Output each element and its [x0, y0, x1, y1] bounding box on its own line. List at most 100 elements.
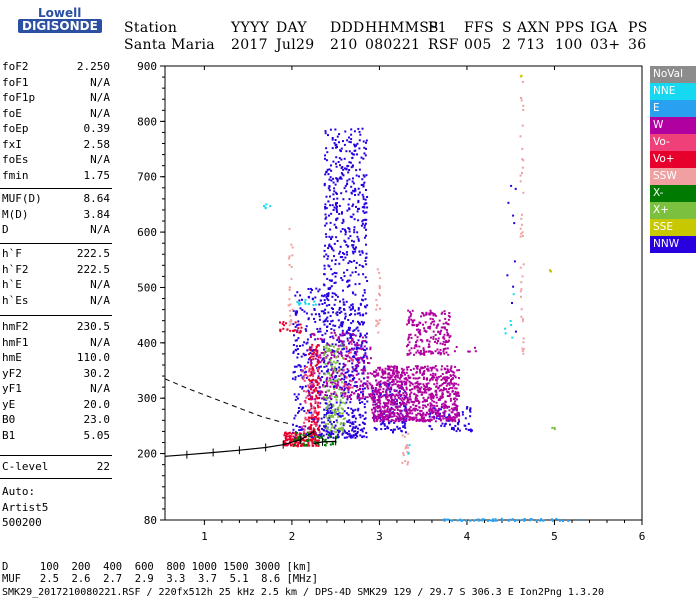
echo-point	[297, 445, 299, 448]
echo-point	[330, 423, 333, 426]
echo-point	[357, 396, 360, 399]
echo-point	[439, 415, 442, 418]
echo-point	[377, 381, 380, 384]
echo-point	[294, 438, 297, 441]
echo-point	[405, 381, 408, 383]
echo-point	[346, 337, 349, 340]
echo-point	[358, 161, 361, 164]
echo-point	[550, 270, 552, 273]
echo-point	[353, 240, 355, 243]
echo-point	[317, 444, 320, 447]
echo-point	[333, 409, 336, 412]
echo-point	[305, 366, 308, 368]
echo-point	[464, 424, 467, 427]
echo-point	[344, 392, 347, 395]
echo-point	[451, 403, 454, 406]
echo-point	[353, 384, 356, 387]
echo-point	[392, 370, 395, 373]
echo-point	[424, 413, 427, 416]
echo-point	[362, 382, 365, 385]
echo-point	[357, 427, 359, 430]
echo-point	[459, 518, 462, 521]
echo-point	[329, 429, 332, 432]
echo-point	[374, 408, 377, 411]
echo-point	[388, 421, 391, 424]
echo-point	[522, 109, 525, 111]
echo-point	[413, 385, 416, 388]
echo-point	[338, 177, 341, 180]
echo-point	[415, 420, 418, 422]
echo-point	[305, 439, 308, 442]
echo-point	[320, 370, 323, 373]
echo-point	[323, 345, 325, 348]
echo-point	[388, 416, 391, 419]
echo-point	[332, 378, 335, 381]
echo-point	[355, 348, 358, 351]
echo-point	[311, 439, 314, 442]
echo-point	[357, 320, 359, 323]
echo-point	[363, 367, 366, 370]
echo-point	[311, 442, 314, 445]
legend-entry-x: X+	[650, 202, 696, 219]
echo-point	[329, 358, 332, 361]
echo-point	[407, 338, 410, 341]
echo-point	[350, 308, 353, 311]
echo-point	[389, 393, 392, 396]
echo-point	[327, 436, 330, 439]
echo-point	[326, 406, 329, 409]
echo-point	[323, 323, 326, 326]
echo-point	[395, 368, 398, 371]
echo-point	[447, 518, 450, 521]
echo-point	[398, 414, 401, 417]
echo-point	[379, 408, 382, 411]
echo-point	[305, 376, 308, 379]
echo-point	[309, 408, 312, 411]
echo-point	[382, 387, 385, 390]
echo-point	[334, 376, 337, 379]
echo-point	[351, 422, 354, 425]
echo-point	[281, 322, 284, 325]
echo-point	[451, 389, 454, 392]
echo-point	[392, 401, 394, 404]
echo-point	[349, 333, 352, 336]
echo-point	[403, 409, 406, 412]
param-value: 3.84	[83, 207, 111, 221]
echo-point	[422, 383, 425, 386]
echo-point	[494, 518, 497, 521]
echo-point	[522, 341, 525, 344]
echo-point	[418, 368, 421, 371]
echo-point	[312, 349, 315, 351]
echo-point	[341, 323, 344, 326]
echo-point	[310, 416, 313, 419]
echo-point	[389, 390, 392, 393]
echo-point	[335, 396, 338, 399]
echo-point	[328, 265, 331, 268]
echo-point	[456, 405, 459, 407]
echo-point	[345, 381, 348, 384]
echo-point	[352, 426, 355, 429]
echo-point	[352, 252, 355, 255]
echo-point	[492, 520, 494, 522]
echo-point	[335, 375, 338, 378]
echo-point	[427, 346, 430, 348]
echo-point	[340, 368, 343, 371]
echo-point	[364, 382, 367, 385]
echo-point	[430, 408, 433, 411]
echo-point	[308, 420, 311, 423]
echo-point	[327, 436, 330, 439]
echo-point	[440, 405, 443, 408]
echo-point	[343, 389, 346, 392]
echo-point	[382, 372, 384, 375]
echo-point	[311, 391, 314, 394]
echo-point	[331, 137, 334, 139]
echo-point	[299, 323, 302, 326]
echo-point	[316, 337, 319, 340]
echo-point	[314, 303, 317, 306]
echo-point	[344, 184, 347, 187]
echo-point	[431, 399, 434, 402]
echo-point	[365, 218, 368, 221]
echo-point	[307, 358, 310, 361]
echo-point	[330, 245, 333, 248]
param-value: 230.5	[76, 320, 110, 333]
echo-point	[386, 395, 389, 398]
